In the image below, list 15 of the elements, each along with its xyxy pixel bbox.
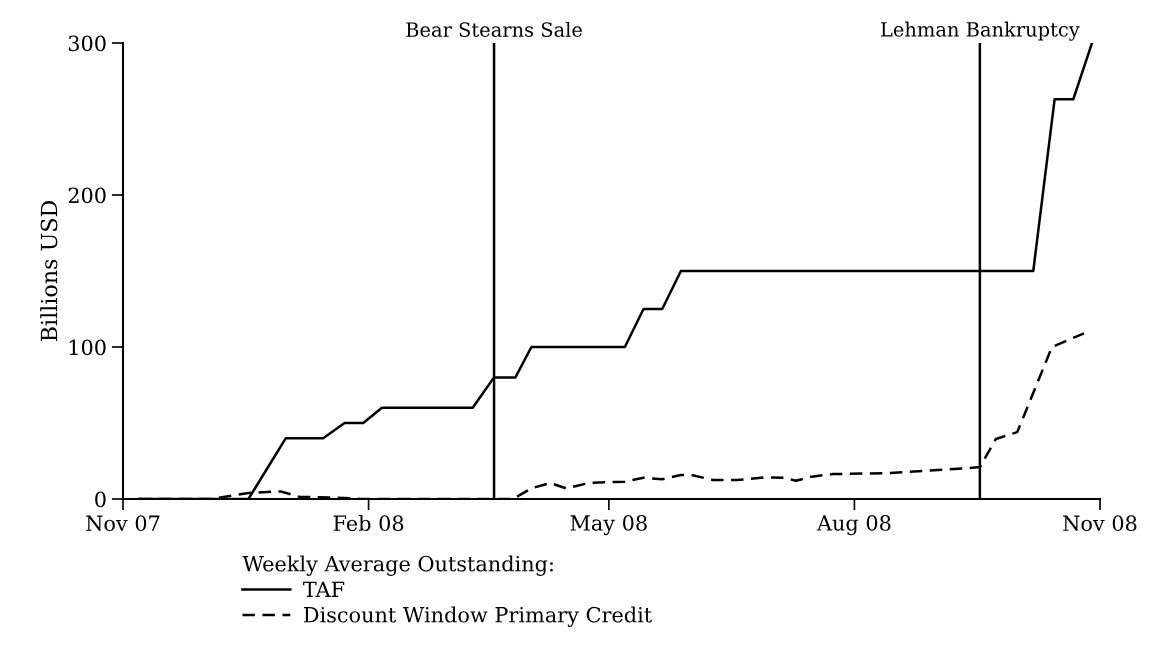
y-tick-label: 300	[68, 35, 106, 52]
x-tick-label: May 08	[570, 515, 647, 536]
x-tick-label: Feb 08	[333, 514, 404, 532]
x-tick-label: Nov 08	[1063, 515, 1137, 532]
legend-label: Discount Window Primary Credit	[303, 606, 652, 627]
x-tick-label: Aug 08	[816, 515, 891, 536]
ref-line-label: Bear Stearns Sale	[406, 21, 582, 37]
ref-line-label: Lehman Bankruptcy	[881, 21, 1080, 41]
y-tick-label: 0	[95, 491, 106, 508]
legend-label: TAF	[303, 581, 345, 597]
y-tick-label: 100	[69, 339, 106, 356]
y-tick-label: 200	[68, 187, 106, 204]
x-tick-label: Nov 07	[86, 515, 160, 532]
y-axis-title: Billions USD	[40, 200, 58, 342]
legend-title: Weekly Average Outstanding:	[242, 555, 553, 576]
